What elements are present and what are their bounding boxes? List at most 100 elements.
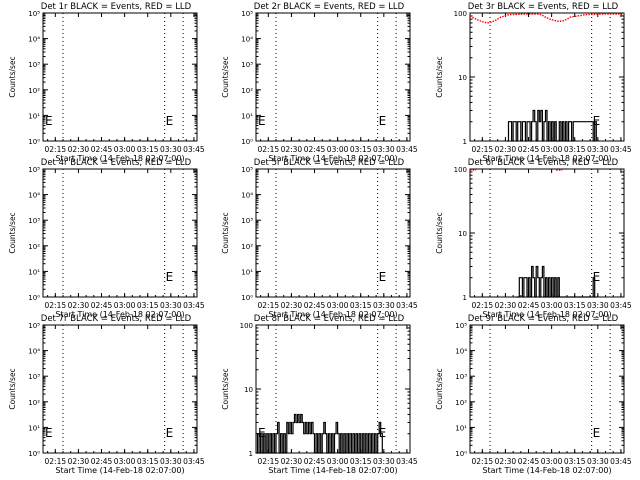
y-tick-label: 10¹ <box>28 424 40 432</box>
y-tick-label: 10³ <box>28 217 40 225</box>
y-tick-label: 100 <box>240 322 253 330</box>
y-tick-label: 10 <box>458 230 467 238</box>
y-axis-label: Counts/sec <box>221 212 230 253</box>
x-tick-label: 02:45 <box>91 145 113 154</box>
y-tick-label: 1 <box>463 294 467 302</box>
y-tick-label: 10⁴ <box>28 36 40 44</box>
y-tick-label: 10¹ <box>28 268 40 276</box>
x-axis-label: Start Time (14-Feb-18 02:07:00) <box>482 466 611 475</box>
x-tick-label: 02:30 <box>495 301 517 310</box>
e-marker-label: E <box>45 114 53 128</box>
x-tick-label: 03:00 <box>327 301 349 310</box>
panel-title: Det 1r BLACK = Events, RED = LLD <box>41 2 192 12</box>
x-tick-label: 03:30 <box>160 457 182 466</box>
x-tick-label: 03:00 <box>114 145 136 154</box>
x-tick-label: 02:15 <box>258 145 280 154</box>
y-axis-label: Counts/sec <box>221 368 230 409</box>
y-tick-label: 10⁵ <box>241 10 253 18</box>
e-marker-label: E <box>45 426 53 440</box>
x-tick-label: 02:15 <box>472 145 494 154</box>
y-axis-label: Counts/sec <box>8 56 17 97</box>
panel-title: Det 7r BLACK = Events, RED = LLD <box>41 314 192 324</box>
x-axis-label: Start Time (14-Feb-18 02:07:00) <box>482 154 611 163</box>
x-tick-label: 03:30 <box>373 301 395 310</box>
x-axis-label: Start Time (14-Feb-18 02:07:00) <box>268 154 397 163</box>
x-tick-label: 03:15 <box>350 457 372 466</box>
y-axis-label: Counts/sec <box>435 368 444 409</box>
plot-frame <box>469 324 625 454</box>
panel-title: Det 6r BLACK = Events, RED = LLD <box>468 158 619 168</box>
plot-frame <box>255 168 411 298</box>
y-tick-label: 10¹ <box>241 112 253 120</box>
y-tick-label: 1 <box>249 450 253 458</box>
x-tick-label: 02:30 <box>495 457 517 466</box>
x-axis-label: Start Time (14-Feb-18 02:07:00) <box>268 466 397 475</box>
x-axis-label: Start Time (14-Feb-18 02:07:00) <box>55 310 184 319</box>
x-tick-label: 03:00 <box>327 457 349 466</box>
x-axis-label: Start Time (14-Feb-18 02:07:00) <box>268 310 397 319</box>
x-tick-label: 03:30 <box>373 457 395 466</box>
events-series-line <box>507 109 597 142</box>
y-tick-label: 10² <box>28 87 40 95</box>
y-tick-label: 10¹ <box>241 268 253 276</box>
x-tick-label: 03:15 <box>350 301 372 310</box>
x-tick-label: 03:00 <box>541 301 563 310</box>
x-tick-label: 03:30 <box>587 301 609 310</box>
x-tick-label: 02:45 <box>518 145 540 154</box>
y-tick-label: 100 <box>454 10 467 18</box>
x-tick-label: 03:15 <box>564 301 586 310</box>
y-tick-label: 10 <box>244 386 253 394</box>
panel-title: Det 2r BLACK = Events, RED = LLD <box>254 2 405 12</box>
e-marker-label: E <box>379 270 387 284</box>
x-tick-label: 03:15 <box>350 145 372 154</box>
x-tick-label: 03:15 <box>137 145 159 154</box>
y-axis-label: Counts/sec <box>8 212 17 253</box>
lld-series-line <box>469 13 624 24</box>
x-tick-label: 02:30 <box>68 145 90 154</box>
x-tick-label: 02:15 <box>45 301 67 310</box>
y-tick-label: 100 <box>454 166 467 174</box>
x-tick-label: 02:45 <box>304 145 326 154</box>
x-tick-label: 03:30 <box>160 301 182 310</box>
x-tick-label: 02:45 <box>304 457 326 466</box>
y-tick-label: 10² <box>28 243 40 251</box>
panel-title: Det 3r BLACK = Events, RED = LLD <box>468 2 619 12</box>
x-tick-label: 03:30 <box>587 457 609 466</box>
x-tick-label: 03:30 <box>160 145 182 154</box>
plot-frame <box>42 12 198 142</box>
panel-title: Det 9r BLACK = Events, RED = LLD <box>468 314 619 324</box>
e-marker-label: E <box>593 426 601 440</box>
x-tick-label: 03:45 <box>610 301 632 310</box>
x-tick-label: 02:45 <box>91 457 113 466</box>
y-axis-label: Counts/sec <box>221 56 230 97</box>
y-tick-label: 10⁵ <box>28 166 40 174</box>
x-tick-label: 02:15 <box>258 457 280 466</box>
y-tick-label: 10⁰ <box>455 450 467 458</box>
x-tick-label: 02:15 <box>472 457 494 466</box>
y-axis-label: Counts/sec <box>435 56 444 97</box>
y-tick-label: 10³ <box>455 373 467 381</box>
x-tick-label: 03:45 <box>183 457 205 466</box>
detector-panel-2: Det 2r BLACK = Events, RED = LLD 02:15 02:… <box>221 2 418 163</box>
y-tick-label: 10⁰ <box>28 138 40 146</box>
y-tick-label: 10⁵ <box>28 10 40 18</box>
e-marker-label: E <box>166 114 174 128</box>
y-tick-label: 1 <box>463 138 467 146</box>
x-tick-label: 03:45 <box>183 145 205 154</box>
e-marker-label: E <box>593 270 601 284</box>
y-tick-label: 10⁰ <box>241 294 253 302</box>
y-tick-label: 10² <box>241 87 253 95</box>
y-tick-label: 10² <box>455 399 467 407</box>
y-tick-label: 10⁰ <box>241 138 253 146</box>
x-tick-label: 03:45 <box>610 145 632 154</box>
x-tick-label: 02:30 <box>495 145 517 154</box>
y-axis-label: Counts/sec <box>435 212 444 253</box>
panel-title: Det 4r BLACK = Events, RED = LLD <box>41 158 192 168</box>
x-tick-label: 02:30 <box>281 457 303 466</box>
x-tick-label: 03:00 <box>541 145 563 154</box>
